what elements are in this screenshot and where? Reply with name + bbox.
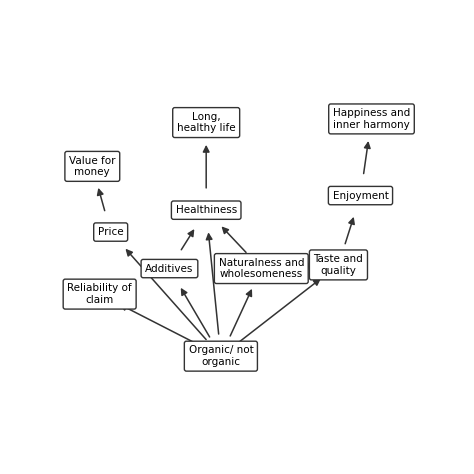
Text: Value for
money: Value for money — [69, 155, 116, 177]
Text: Price: Price — [98, 227, 124, 237]
Text: Naturalness and
wholesomeness: Naturalness and wholesomeness — [219, 258, 304, 279]
Text: Long,
healthy life: Long, healthy life — [177, 112, 236, 133]
Text: Additives: Additives — [145, 264, 194, 273]
Text: Enjoyment: Enjoyment — [333, 191, 388, 201]
Text: Taste and
quality: Taste and quality — [314, 254, 363, 276]
Text: Happiness and
inner harmony: Happiness and inner harmony — [333, 108, 410, 130]
Text: Reliability of
claim: Reliability of claim — [67, 283, 132, 305]
Text: Healthiness: Healthiness — [175, 205, 237, 215]
Text: Organic/ not
organic: Organic/ not organic — [189, 346, 253, 367]
